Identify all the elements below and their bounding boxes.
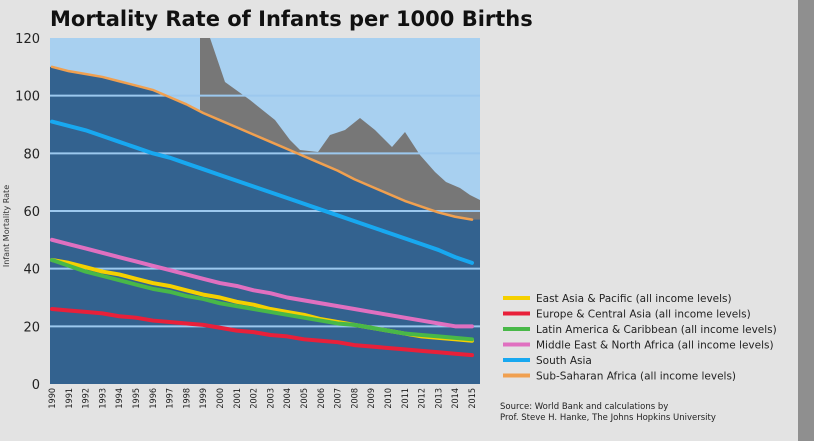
x-tick-label: 1990 [48,388,58,409]
y-tick-label: 80 [23,147,40,162]
legend-label: Europe & Central Asia (all income levels… [536,309,751,321]
x-tick-label: 2003 [266,388,276,409]
y-tick-label: 60 [23,205,40,220]
x-tick-label: 1996 [149,388,159,409]
x-tick-label: 2008 [350,388,360,409]
x-tick-label: 2000 [216,388,226,409]
x-tick-label: 2014 [451,388,461,409]
y-axis-label: Infant Mortality Rate [2,185,11,267]
x-tick-label: 2001 [233,388,243,409]
x-axis: 1990 1991 1992 1993 1994 1995 1996 1997 1998 1999… [48,388,478,409]
x-tick-label: 2006 [317,388,327,409]
series-lines [50,65,474,358]
x-tick-label: 2005 [300,388,310,409]
legend-label: Latin America & Caribbean (all income le… [536,324,777,336]
x-tick-label: 2011 [401,388,411,409]
legend-label: Middle East & North Africa (all income l… [536,340,774,352]
source-line-1: Source: World Bank and calculations by [500,402,668,412]
series-line [50,307,474,358]
source-line-2: Prof. Steve H. Hanke, The Johns Hopkins … [500,413,716,423]
y-axis: 0 20 40 60 80 100 120 [15,32,40,393]
series-line [50,237,474,329]
legend-label: Sub-Saharan Africa (all income levels) [536,371,736,383]
x-tick-label: 1999 [199,388,209,409]
x-tick-label: 2010 [384,388,394,409]
x-tick-label: 2009 [367,388,377,409]
x-tick-label: 1995 [132,388,142,409]
legend-label: East Asia & Pacific (all income levels) [536,293,732,305]
y-tick-label: 40 [23,263,40,278]
series-line [50,119,474,265]
grid-lines [50,94,480,328]
legend: East Asia & Pacific (all income levels) E… [503,293,777,383]
x-tick-label: 2002 [250,388,260,409]
y-tick-label: 120 [15,32,40,47]
y-tick-label: 100 [15,90,40,105]
x-tick-label: 2015 [468,388,478,409]
right-edge-strip [798,0,814,441]
y-tick-label: 0 [32,378,40,393]
sub-saharan-area-fill [50,66,480,384]
x-tick-label: 1993 [98,388,108,409]
x-tick-label: 2013 [434,388,444,409]
x-tick-label: 2007 [334,388,344,409]
series-line [50,65,474,221]
y-tick-label: 20 [23,320,40,335]
x-tick-label: 2012 [418,388,428,409]
x-tick-label: 1994 [115,388,125,409]
x-tick-label: 1997 [166,388,176,409]
chart-title: Mortality Rate of Infants per 1000 Birth… [50,7,533,31]
legend-label: South Asia [536,355,592,367]
x-tick-label: 1991 [65,388,75,409]
x-tick-label: 2004 [283,388,293,409]
series-line [50,258,474,342]
x-tick-label: 1992 [82,388,92,409]
x-tick-label: 1998 [182,388,192,409]
